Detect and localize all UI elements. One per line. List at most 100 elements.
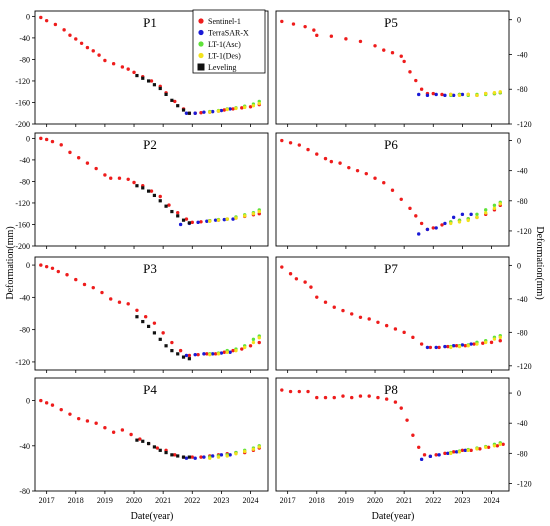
data-point [68,412,72,416]
data-point [466,344,470,348]
y-tick-label: -120 [15,358,30,367]
data-point [234,106,238,111]
data-point [257,209,261,214]
data-point [315,33,319,38]
data-point [243,449,247,454]
y-axis-label-right: Deformation(mm) [534,226,545,299]
y-tick-label: -40 [19,156,30,165]
data-point [44,401,49,405]
data-point [187,353,192,358]
y-tick-label: 0 [517,261,521,270]
data-point [225,350,229,354]
data-point [373,176,377,180]
data-point [486,445,491,450]
data-point [146,79,151,83]
data-point [103,173,107,177]
legend-entry: TerraSAR-X [198,29,249,38]
y-tick-label: -200 [15,242,30,251]
data-point [443,93,447,98]
series-leveling [135,184,191,225]
legend-marker [198,41,204,47]
data-point [248,105,253,109]
data-point [492,91,497,95]
data-point [120,65,125,69]
data-point [170,98,174,102]
data-point [498,90,502,94]
data-point [323,300,328,304]
data-point [323,156,328,161]
data-point [434,345,438,350]
data-point [141,76,145,80]
data-point [466,218,470,223]
data-point [94,421,98,425]
data-point [176,210,180,215]
data-point [350,395,354,400]
panel-title: P6 [384,137,398,152]
data-point [193,352,197,357]
data-point [428,345,433,350]
data-point [288,272,293,276]
data-point [443,221,447,226]
data-point [199,455,203,459]
data-point [434,453,438,457]
data-point [484,91,488,96]
y-tick-label: -80 [517,328,528,337]
data-point [44,137,49,142]
data-point [53,22,58,27]
data-point [222,350,227,354]
data-point [158,194,162,199]
data-point [82,282,87,287]
series-lt-1-des- [208,336,261,357]
data-point [315,152,319,156]
data-point [109,297,113,301]
data-point [196,352,200,357]
series-terrasar-x [184,350,232,358]
y-tick-label: -160 [15,220,30,229]
data-point [216,109,221,113]
data-point [208,456,212,460]
x-tick-label: 2024 [484,496,500,505]
legend-entry: Leveling [197,63,236,72]
data-point [126,67,130,71]
y-tick-label: 0 [26,261,30,270]
data-point [466,92,470,97]
data-point [384,397,389,401]
data-point [74,37,78,41]
panel-p2: 0 -40 -80 -120 -160 -200 P2 [15,132,269,251]
x-tick-label: 2019 [97,496,113,505]
data-point [213,218,218,222]
data-point [449,345,453,350]
y-tick-label: -40 [517,419,528,428]
data-point [451,215,456,220]
data-point [231,107,235,111]
series-terrasar-x [425,342,473,350]
data-point [303,280,307,284]
data-point [303,24,307,29]
series-sentinel-1 [280,265,502,350]
panel-title: P2 [143,137,157,152]
x-tick-label: 2024 [243,496,259,505]
data-point [135,308,139,312]
data-point [367,317,371,321]
data-point [141,186,145,190]
data-point [419,87,424,91]
data-point [158,86,162,91]
legend-entry: Sentinel-1 [198,17,241,26]
data-point [149,79,154,83]
data-point [472,342,476,346]
data-point [231,348,235,353]
data-point [184,353,189,358]
panel-title: P1 [143,15,157,30]
data-point [384,323,389,328]
data-point [76,156,81,160]
data-point [489,340,494,345]
data-point [213,352,218,356]
data-point [222,217,227,222]
plot-frame [275,256,510,371]
data-point [440,223,444,227]
data-point [332,395,336,400]
data-point [411,335,415,340]
data-point [176,104,180,108]
y-tick-label: -120 [517,362,532,371]
